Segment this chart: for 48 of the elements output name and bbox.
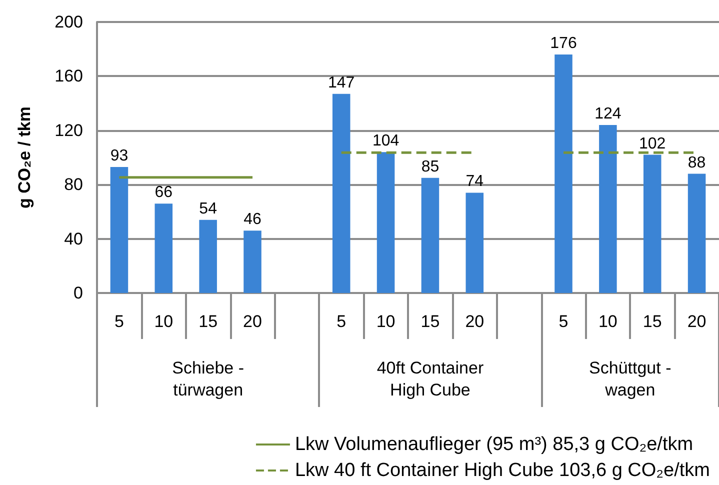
- text: Schiebe - türwagen: [172, 358, 244, 400]
- y-tick-label: 40: [64, 229, 83, 248]
- x-tick-label: 15: [642, 312, 662, 331]
- data-label: 85: [421, 158, 440, 176]
- bar: [244, 230, 262, 293]
- y-tick-label: 120: [54, 120, 83, 140]
- x-tick-label: 15: [420, 312, 440, 331]
- data-label: 88: [688, 154, 706, 172]
- bar: [110, 166, 128, 293]
- data-label: 93: [110, 147, 128, 164]
- data-label: 104: [372, 132, 400, 150]
- x-tick-label: 5: [114, 312, 124, 331]
- x-tick-label: 20: [465, 312, 484, 331]
- x-tick-label: 20: [243, 312, 262, 331]
- data-label: 147: [328, 74, 355, 92]
- x-tick-label: 10: [376, 312, 396, 331]
- text: Schüttgut - wagen: [589, 358, 672, 400]
- bar: [599, 124, 617, 293]
- x-tick-label: 15: [198, 312, 218, 331]
- bar: [376, 152, 395, 293]
- bar: [154, 204, 173, 293]
- bar: [554, 54, 572, 293]
- y-tick-label: 80: [64, 175, 83, 194]
- bar: [643, 154, 662, 293]
- y-tick-label: 0: [74, 284, 83, 302]
- x-tick-label: 5: [336, 312, 346, 331]
- data-label: 46: [244, 211, 262, 228]
- x-tick-label: 10: [598, 312, 618, 331]
- data-label: 74: [466, 173, 484, 190]
- y-tick-label: 160: [54, 66, 83, 86]
- x-tick-label: 5: [558, 312, 568, 331]
- data-label: 54: [199, 200, 218, 218]
- data-label: 102: [639, 135, 666, 152]
- legend-label: Lkw Volumenauflieger (95 m³) 85,3 g CO₂e/tkm: [294, 434, 694, 455]
- y-tick-label: 200: [54, 12, 83, 32]
- data-label: 176: [550, 35, 577, 52]
- bar: [421, 178, 440, 293]
- x-tick-label: 10: [154, 312, 174, 331]
- data-label: 66: [154, 184, 173, 202]
- y-axis-title: g CO₂e / tkm: [15, 106, 34, 209]
- bar: [332, 94, 350, 293]
- bar: [199, 220, 217, 293]
- data-label: 124: [594, 105, 622, 122]
- text: 40ft Container High Cube: [376, 358, 484, 400]
- bar: [688, 174, 706, 293]
- x-tick-label: 20: [687, 312, 706, 331]
- legend-label: Lkw 40 ft Container High Cube 103,6 g CO₂e/tkm: [294, 460, 710, 481]
- bar: [466, 192, 484, 293]
